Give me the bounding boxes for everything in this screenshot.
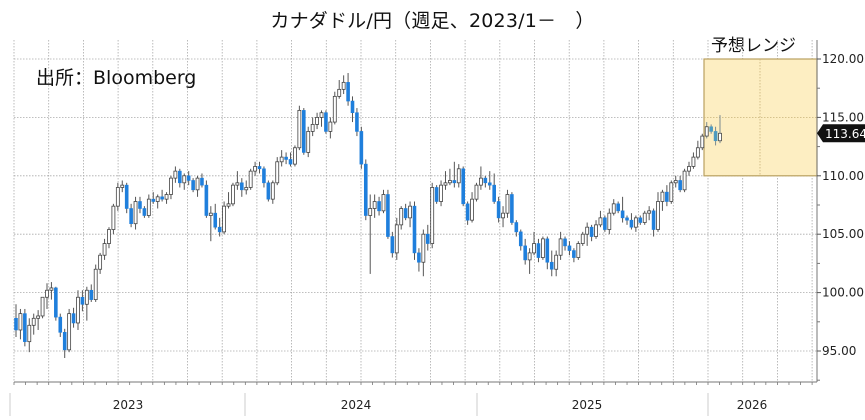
- svg-text:2023: 2023: [113, 398, 144, 412]
- forecast-range-label: 予想レンジ: [711, 36, 796, 56]
- svg-text:110.00: 110.00: [822, 169, 864, 183]
- svg-text:120.00: 120.00: [822, 52, 864, 66]
- source-annotation: 出所：Bloomberg: [36, 67, 197, 89]
- candles: [14, 73, 722, 359]
- svg-text:113.64: 113.64: [825, 127, 865, 141]
- svg-text:95.00: 95.00: [822, 344, 856, 358]
- chart-title: カナダドル/円（週足、2023/1－ ）: [270, 10, 595, 32]
- grid-lines: [13, 40, 817, 382]
- svg-text:100.00: 100.00: [822, 286, 864, 300]
- svg-text:115.00: 115.00: [822, 110, 864, 124]
- x-axis: 2023 2024 2025 2026: [9, 381, 817, 416]
- svg-text:2025: 2025: [572, 398, 603, 412]
- forecast-grid-lines: [704, 59, 817, 176]
- svg-text:105.00: 105.00: [822, 227, 864, 241]
- last-price-tag: 113.64: [817, 124, 865, 143]
- svg-text:2026: 2026: [737, 398, 768, 412]
- y-axis: 95.00 100.00 105.00 110.00 115.00 120.00: [816, 40, 864, 382]
- svg-text:2024: 2024: [341, 398, 372, 412]
